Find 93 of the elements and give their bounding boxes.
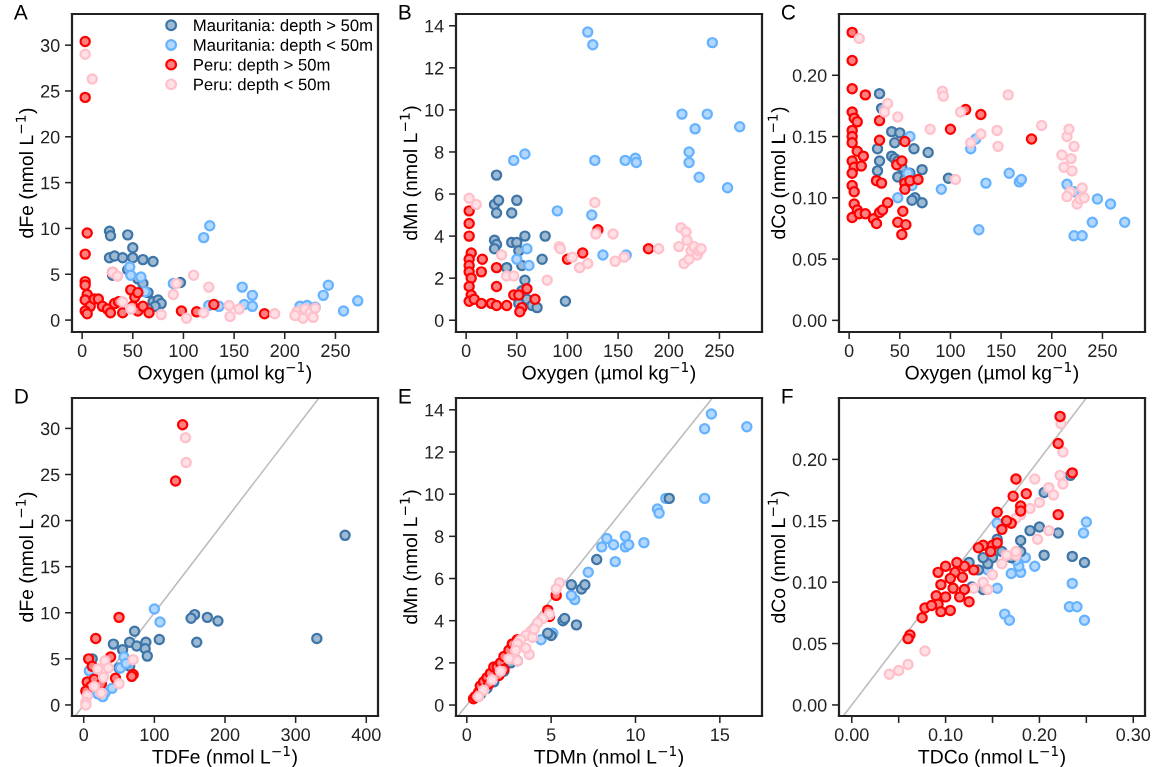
y-tick-label: 10: [425, 103, 444, 117]
x-tick-label: 400: [351, 728, 381, 742]
y-tick-label: 0: [50, 314, 60, 327]
y-axis-title: dFe (nmol L$^{−1}$): [15, 492, 38, 622]
y-tick-label: 4: [434, 614, 444, 628]
y-tick-label: 0: [434, 314, 444, 327]
y-axis-title: dCo (nmol L$^{−1}$): [767, 491, 790, 623]
x-tick-label: 150: [987, 344, 1016, 358]
legend-label: Peru: depth < 50m: [194, 78, 330, 94]
y-axis-title: dCo (nmol L$^{−1}$): [767, 107, 790, 239]
y-tick-label: 0.05: [792, 637, 827, 651]
y-axis-title: dFe (nmol L$^{−1}$): [15, 108, 38, 238]
chart-title: A: [13, 5, 28, 20]
x-tick-label: 150: [604, 344, 633, 358]
y-axis-title: dMn (nmol L$^{−1}$): [399, 106, 422, 240]
y-tick-label: 15: [41, 560, 60, 574]
y-tick-label: 15: [41, 176, 60, 190]
x-tick-label: 50: [123, 344, 143, 358]
chart-title: D: [15, 389, 28, 404]
x-tick-label: 5: [546, 728, 556, 742]
y-tick-label: 14: [425, 403, 444, 417]
chart-title: C: [781, 4, 796, 20]
y-tick-label: 0.20: [792, 69, 827, 82]
y-tick-label: 12: [425, 61, 444, 75]
y-tick-label: 5: [50, 652, 60, 666]
y-tick-label: 0.00: [792, 698, 827, 712]
y-tick-label: 2: [435, 656, 444, 670]
y-tick-label: 12: [425, 445, 444, 459]
x-tick-label: 300: [281, 728, 310, 742]
x-tick-label: 250: [1088, 344, 1117, 358]
y-tick-label: 0.20: [792, 453, 827, 467]
y-tick-label: 0.15: [792, 130, 827, 144]
y-tick-label: 10: [41, 606, 60, 620]
y-tick-label: 4: [434, 230, 444, 243]
x-tick-label: 200: [654, 344, 684, 358]
x-tick-label: 0.10: [928, 728, 963, 742]
x-tick-label: 0: [461, 344, 471, 358]
y-tick-label: 8: [434, 530, 444, 544]
y-tick-label: 0.10: [792, 191, 827, 205]
x-tick-label: 50: [890, 344, 910, 358]
x-axis-title: Oxygen (µmol kg$^{−1}$): [905, 362, 1079, 384]
x-tick-label: 10: [626, 728, 645, 742]
y-axis-title: dMn (nmol L$^{−1}$): [399, 490, 422, 624]
y-tick-label: 2: [435, 272, 444, 285]
y-tick-label: 6: [435, 572, 444, 586]
x-tick-label: 200: [1037, 344, 1067, 358]
x-tick-label: 0: [844, 344, 854, 358]
x-axis-title: Oxygen (µmol kg$^{−1}$): [522, 362, 696, 384]
x-tick-label: 0: [77, 344, 87, 358]
chart-title: B: [399, 5, 411, 20]
chart-title: E: [399, 389, 411, 404]
x-tick-label: 100: [553, 344, 582, 358]
y-tick-label: 10: [425, 488, 444, 501]
x-tick-label: 100: [169, 344, 198, 358]
x-axis-title: TDCo (nmol L$^{−1}$): [918, 746, 1065, 767]
y-tick-label: 30: [40, 39, 60, 52]
y-tick-label: 30: [40, 422, 60, 436]
y-tick-label: 0.00: [792, 314, 827, 328]
y-tick-label: 0.15: [792, 514, 827, 528]
y-tick-label: 0: [434, 698, 444, 712]
x-tick-label: 0.00: [834, 728, 869, 742]
y-tick-label: 0: [50, 698, 60, 712]
x-tick-label: 100: [140, 728, 169, 742]
y-tick-label: 0.10: [792, 576, 827, 589]
x-axis-title: TDFe (nmol L$^{−1}$): [152, 746, 297, 767]
y-tick-label: 10: [41, 222, 60, 236]
y-tick-label: 0.05: [792, 253, 827, 266]
x-tick-label: 0.30: [1116, 728, 1151, 742]
x-tick-label: 200: [210, 728, 240, 742]
y-tick-label: 5: [50, 268, 60, 281]
x-tick-label: 100: [936, 344, 965, 358]
legend-label: Peru: depth > 50m: [194, 58, 330, 74]
x-tick-label: 0: [79, 728, 89, 742]
x-tick-label: 0.20: [1022, 728, 1057, 742]
x-tick-label: 200: [270, 344, 300, 358]
x-tick-label: 0: [462, 728, 472, 742]
y-tick-label: 20: [41, 514, 60, 528]
x-tick-label: 250: [705, 344, 734, 358]
x-axis-title: TDMn (nmol L$^{−1}$): [534, 746, 683, 767]
x-axis-title: Oxygen (µmol kg$^{−1}$): [138, 362, 312, 384]
legend-label: Mauritania: depth < 50m: [194, 38, 372, 55]
y-tick-label: 25: [41, 84, 60, 98]
y-tick-label: 25: [41, 468, 60, 482]
x-tick-label: 250: [321, 344, 350, 358]
chart-title: F: [782, 389, 793, 404]
x-tick-label: 15: [711, 728, 730, 742]
legend-label: Mauritania: depth > 50m: [194, 19, 372, 35]
x-tick-label: 150: [220, 344, 249, 358]
y-tick-label: 14: [425, 19, 444, 33]
x-tick-label: 50: [507, 344, 527, 358]
y-tick-label: 20: [41, 130, 60, 144]
y-tick-label: 8: [434, 145, 444, 159]
y-tick-label: 6: [435, 187, 444, 201]
